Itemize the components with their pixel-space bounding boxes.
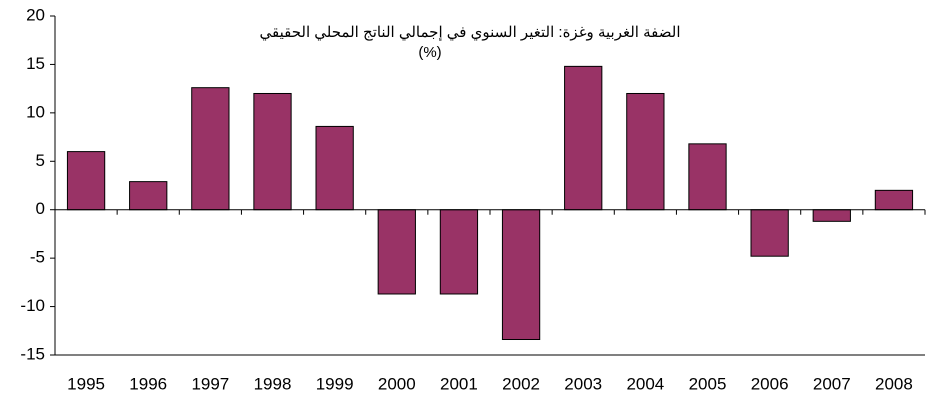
bar bbox=[191, 87, 230, 211]
x-tick-label: 1997 bbox=[191, 374, 229, 393]
y-tick-label: 5 bbox=[36, 151, 45, 170]
chart-subtitle: (%) bbox=[418, 44, 441, 61]
x-tick-label: 1999 bbox=[316, 374, 354, 393]
x-tick-label: 2007 bbox=[813, 374, 851, 393]
x-tick-label: 2006 bbox=[751, 374, 789, 393]
x-tick-label: 1998 bbox=[254, 374, 292, 393]
bar bbox=[253, 92, 292, 211]
bar bbox=[377, 209, 416, 295]
bar bbox=[315, 125, 354, 211]
bar bbox=[501, 209, 541, 341]
x-tick-label: 2000 bbox=[378, 374, 416, 393]
y-tick-label: 15 bbox=[26, 54, 45, 73]
y-tick-label: -5 bbox=[30, 248, 45, 267]
bar bbox=[874, 189, 914, 211]
bar bbox=[66, 151, 106, 211]
bar bbox=[626, 92, 665, 211]
bar bbox=[564, 65, 603, 211]
y-tick-label: -15 bbox=[20, 344, 45, 363]
y-tick-label: 20 bbox=[26, 5, 45, 24]
x-tick-label: 2003 bbox=[564, 374, 602, 393]
chart-title: الضفة الغربية وغزة: التغير السنوي في إجم… bbox=[259, 24, 680, 41]
y-tick-label: -10 bbox=[20, 296, 45, 315]
y-tick-label: 0 bbox=[36, 199, 45, 218]
bar bbox=[129, 181, 168, 211]
bar bbox=[750, 209, 789, 257]
x-tick-label: 2004 bbox=[626, 374, 664, 393]
x-tick-label: 2001 bbox=[440, 374, 478, 393]
x-tick-label: 1996 bbox=[129, 374, 167, 393]
x-tick-label: 1995 bbox=[67, 374, 105, 393]
bar bbox=[688, 143, 727, 211]
x-tick-label: 2008 bbox=[875, 374, 913, 393]
x-tick-label: 2005 bbox=[689, 374, 727, 393]
x-tick-label: 2002 bbox=[502, 374, 540, 393]
y-tick-label: 10 bbox=[26, 102, 45, 121]
bar bbox=[439, 209, 479, 295]
bar bbox=[812, 209, 851, 222]
